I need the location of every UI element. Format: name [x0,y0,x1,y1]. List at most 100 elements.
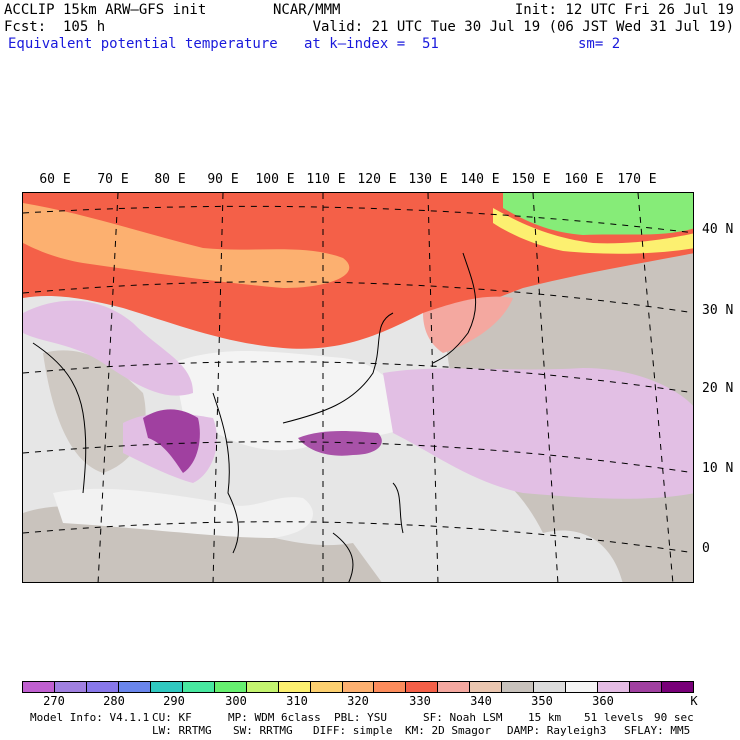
footer-levels: 51 levels [584,711,644,724]
colorbar-tick: 330 [409,694,431,708]
colorbar-swatch [598,682,631,692]
longitude-line-150e [532,193,559,582]
lon-label: 110 E [306,172,346,187]
colorbar-tick: 310 [286,694,308,708]
center-label: NCAR/MMM [273,2,341,18]
colorbar-tick: 280 [103,694,125,708]
lon-label: 150 E [511,172,551,187]
field-lavender-india [23,300,193,396]
colorbar-tick: 300 [225,694,247,708]
footer-model-info: Model Info: V4.1.1 [30,711,150,724]
lon-label: 60 E [39,172,71,187]
colorbar-swatch [662,682,694,692]
colorbar-tick: 350 [531,694,553,708]
lon-label: 70 E [97,172,129,187]
colorbar-swatch [534,682,567,692]
footer-sf: SF: Noah LSM [423,711,503,724]
footer-sw: SW: RRTMG [233,724,293,737]
lon-label: 170 E [617,172,657,187]
colorbar-swatch [246,682,279,692]
footer-km: KM: 2D Smagor [405,724,492,737]
coastline-philippines [392,482,404,534]
longitude-line-70e [97,193,119,582]
coastline-se-asia [212,392,239,554]
map-panel [22,192,694,583]
colorbar-tick: 290 [163,694,185,708]
forecast-hour: Fcst: 105 h [4,19,106,35]
field-yellow-edge [493,208,693,254]
lat-label: 10 N [702,461,734,476]
field-orange-band [23,203,350,288]
colorbar-swatch [86,682,119,692]
colorbar-swatch [502,682,535,692]
field-green-corner [503,193,693,235]
colorbar-swatch [630,682,663,692]
footer-lw: LW: RRTMG [152,724,212,737]
lon-label: 130 E [408,172,448,187]
longitude-line-90e [212,193,224,582]
field-name: Equivalent potential temperature [8,36,278,52]
coastlines [32,252,477,582]
field-grey-india [43,350,146,473]
field-white-south [53,488,313,538]
colorbar-swatch [342,682,375,692]
latitude-line-20n [23,361,693,394]
valid-time: Valid: 21 UTC Tue 30 Jul 19 (06 JST Wed … [312,19,734,35]
field-salmon-patch [423,296,513,353]
lat-label: 30 N [702,303,734,318]
graticule [23,193,693,582]
colorbar-swatch [54,682,87,692]
colorbar-tick: 320 [347,694,369,708]
field-purple-bay-of-bengal [143,409,200,473]
footer-timestep: 90 sec [654,711,694,724]
latitude-line-40n [23,205,693,234]
colorbar-swatch [278,682,311,692]
lon-label: 90 E [207,172,239,187]
colorbar-tick: 340 [470,694,492,708]
colorbar-swatch [470,682,503,692]
footer-pbl: PBL: YSU [334,711,387,724]
coastline-borneo [332,532,354,582]
footer-damp: DAMP: Rayleigh3 [507,724,607,737]
field-white-central [173,351,413,451]
lat-label: 20 N [702,381,734,396]
colorbar-swatch [150,682,183,692]
level-label: at k–index = 51 [304,36,439,52]
lat-label: 40 N [702,222,734,237]
model-title: ACCLIP 15km ARW–GFS init [4,2,207,18]
footer-mp: MP: WDM 6class [228,711,321,724]
lon-label: 100 E [255,172,295,187]
colorbar-swatch [214,682,247,692]
coastline-china [282,312,394,424]
colorbar [22,681,694,693]
longitude-line-170e [637,193,674,582]
colorbar-unit: K [690,694,698,708]
smoothing-label: sm= 2 [578,36,621,52]
latitude-line-0 [23,521,693,554]
colorbar-swatch [566,682,599,692]
field-lavender-pacific [383,368,693,499]
footer-sflay: SFLAY: MM5 [624,724,691,737]
map-field [23,193,693,582]
coastline-india [32,342,87,494]
colorbar-swatch [438,682,471,692]
colorbar-tick: 360 [592,694,614,708]
lon-label: 120 E [357,172,397,187]
colorbar-swatch [374,682,407,692]
colorbar-swatch [406,682,439,692]
colorbar-swatch [310,682,343,692]
lat-label: 0 [702,541,710,556]
field-purple-scs [298,430,382,456]
footer-diff: DIFF: simple [313,724,393,737]
footer-resolution: 15 km [528,711,562,724]
footer-cu: CU: KF [152,711,192,724]
lon-label: 140 E [460,172,500,187]
latitude-line-30n [23,281,693,314]
coastline-japan [432,252,477,364]
colorbar-swatch [23,682,55,692]
init-time: Init: 12 UTC Fri 26 Jul 19 [514,2,734,18]
longitude-line-130e [427,193,439,582]
colorbar-swatch [118,682,151,692]
latitude-line-10n [23,441,693,474]
colorbar-tick: 270 [43,694,65,708]
